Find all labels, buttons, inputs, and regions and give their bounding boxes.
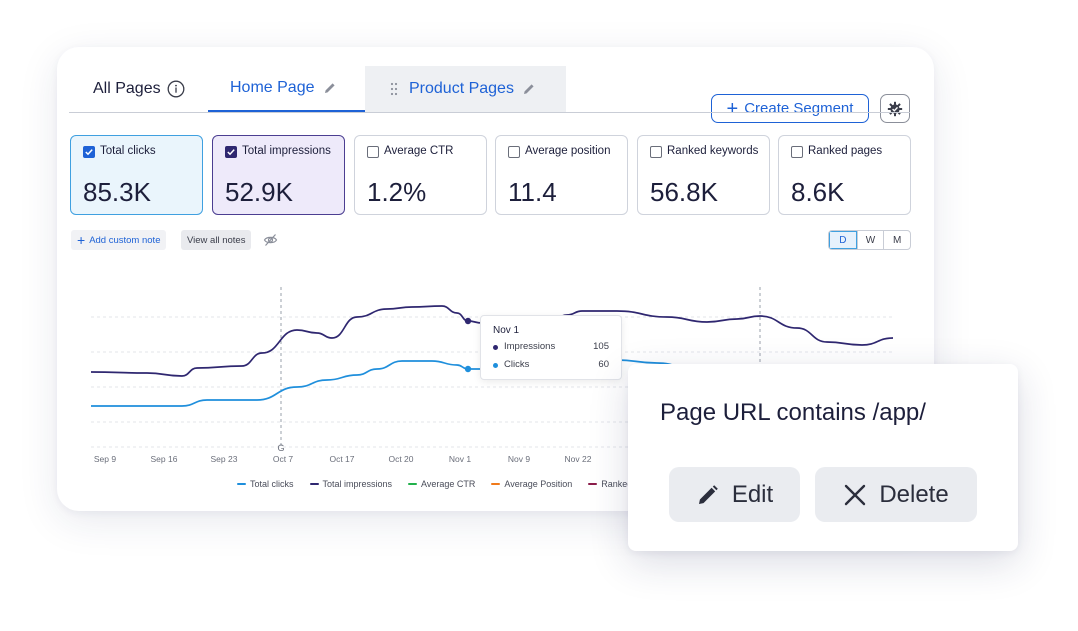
metric-label: Total impressions (242, 145, 331, 157)
pencil-icon[interactable] (522, 82, 536, 96)
legend-label: Ranked k (601, 479, 640, 489)
tooltip-label: Clicks (504, 359, 530, 370)
metric-ranked-keywords[interactable]: Ranked keywords 56.8K (637, 135, 770, 215)
legend-item-total-impressions[interactable]: Total impressions (309, 479, 393, 489)
x-tick-label: Nov 22 (565, 454, 592, 464)
metric-label: Average position (525, 145, 611, 157)
metric-value: 56.8K (650, 177, 718, 207)
metric-total-impressions[interactable]: Total impressions 52.9K (212, 135, 345, 215)
pencil-icon (698, 484, 718, 504)
drag-handle-icon[interactable] (390, 82, 398, 96)
x-tick-label: Sep 16 (151, 454, 178, 464)
annotation-marker: G (277, 443, 284, 453)
view-all-notes-button[interactable]: View all notes (181, 230, 252, 250)
legend-label: Total impressions (322, 479, 393, 489)
plus-icon: + (726, 97, 739, 120)
info-icon[interactable] (167, 80, 185, 98)
x-tick-label: Sep 23 (211, 454, 238, 464)
chart-tooltip: Nov 1 Impressions 105 Clicks 60 (480, 315, 622, 380)
analytics-card: All Pages Home Page Product Pages + Crea… (57, 47, 934, 511)
metric-average-ctr[interactable]: Average CTR 1.2% (354, 135, 487, 215)
x-axis-ticks: Sep 9 Sep 16 Sep 23 Oct 7 Oct 17 Oct 20 Nov 1 N… (94, 454, 592, 464)
data-point-impressions (464, 317, 472, 325)
checkbox[interactable] (367, 146, 379, 158)
tab-product-pages[interactable]: Product Pages (365, 66, 566, 112)
metric-value: 8.6K (791, 177, 845, 207)
delete-label: Delete (879, 480, 949, 508)
range-day[interactable]: D (829, 231, 857, 249)
checkbox-checked[interactable] (225, 146, 237, 158)
x-tick-label: Nov 9 (508, 454, 530, 464)
metric-value: 52.9K (225, 177, 293, 207)
tooltip-value: 60 (598, 359, 609, 370)
segment-rule-popup: Page URL contains /app/ Edit Delete (628, 364, 1018, 551)
plus-icon: + (77, 232, 86, 248)
add-custom-note-button[interactable]: + Add custom note (71, 230, 167, 250)
hide-notes-icon[interactable] (263, 233, 278, 247)
tooltip-row-impressions: Impressions 105 (493, 341, 609, 352)
x-tick-label: Oct 20 (388, 454, 413, 464)
metric-value: 11.4 (508, 177, 557, 207)
close-icon (845, 484, 866, 505)
series-line-total-impressions (90, 305, 894, 377)
checkbox-checked[interactable] (83, 146, 95, 158)
legend-label: Average CTR (421, 479, 476, 489)
tab-home-page[interactable]: Home Page (208, 66, 365, 112)
edit-segment-button[interactable]: Edit (669, 467, 800, 522)
tab-product-pages-label: Product Pages (409, 80, 514, 97)
metric-label: Ranked keywords (667, 145, 759, 157)
tooltip-title: Nov 1 (493, 325, 520, 336)
legend-item-average-position[interactable]: Average Position (491, 479, 572, 489)
legend-item-ranked-keywords[interactable]: Ranked k (588, 479, 639, 489)
checkbox[interactable] (650, 146, 662, 158)
edit-label: Edit (731, 480, 774, 508)
legend-item-average-ctr[interactable]: Average CTR (408, 479, 475, 489)
tooltip-label: Impressions (504, 341, 556, 352)
legend-label: Total clicks (250, 479, 294, 489)
tooltip-row-clicks: Clicks 60 (493, 359, 609, 370)
granularity-toggle: D W M (828, 230, 911, 250)
chart-legend: Total clicks Total impressions Average C… (237, 479, 639, 489)
delete-segment-button[interactable]: Delete (815, 467, 977, 522)
add-custom-note-label: Add custom note (89, 234, 161, 246)
metric-total-clicks[interactable]: Total clicks 85.3K (70, 135, 203, 215)
legend-item-total-clicks[interactable]: Total clicks (237, 479, 294, 489)
checkbox[interactable] (508, 146, 520, 158)
metric-label: Ranked pages (808, 145, 883, 157)
metric-ranked-pages[interactable]: Ranked pages 8.6K (778, 135, 911, 215)
metric-label: Total clicks (100, 145, 156, 157)
tab-all-pages-label: All Pages (93, 80, 161, 97)
x-tick-label: Oct 7 (273, 454, 294, 464)
metric-average-position[interactable]: Average position 11.4 (495, 135, 628, 215)
range-month[interactable]: M (883, 231, 910, 249)
tabs-divider (69, 112, 910, 113)
metric-label: Average CTR (384, 145, 454, 157)
view-all-notes-label: View all notes (187, 234, 246, 246)
data-point-clicks (464, 365, 472, 373)
range-week[interactable]: W (856, 231, 884, 249)
metric-value: 85.3K (83, 177, 151, 207)
x-tick-label: Oct 17 (329, 454, 354, 464)
x-tick-label: Sep 9 (94, 454, 116, 464)
tooltip-value: 105 (593, 341, 609, 352)
checkbox[interactable] (791, 146, 803, 158)
segment-condition-text: Page URL contains /app/ (660, 399, 926, 426)
segment-tabs: All Pages Home Page Product Pages + Crea… (57, 66, 934, 123)
metric-value: 1.2% (367, 177, 427, 207)
legend-label: Average Position (504, 479, 573, 489)
tab-all-pages[interactable]: All Pages (93, 66, 185, 112)
pencil-icon[interactable] (323, 81, 337, 95)
tab-home-page-label: Home Page (230, 79, 315, 96)
x-tick-label: Nov 1 (449, 454, 471, 464)
